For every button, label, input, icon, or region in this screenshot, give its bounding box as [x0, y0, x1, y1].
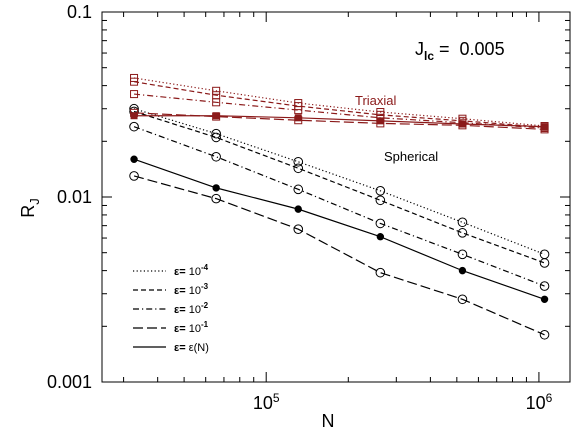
- data-point: [376, 117, 384, 125]
- data-point: [211, 193, 221, 204]
- series-triaxial-dashdot: [130, 90, 549, 133]
- data-point: [211, 151, 221, 162]
- x-axis-title: N: [322, 411, 335, 431]
- legend-entry: ε= 10-3: [133, 282, 209, 297]
- legend-label: ε= 10-2: [174, 301, 209, 316]
- series-spherical-dashdot: [129, 121, 550, 291]
- jlc-symbol: J: [415, 39, 424, 59]
- data-point: [129, 171, 139, 181]
- data-point: [457, 228, 468, 238]
- series-line: [133, 77, 545, 127]
- legend-label: ε= ε(N): [174, 342, 209, 354]
- legend-label: ε= 10-3: [174, 282, 209, 297]
- series-spherical-dotted: [129, 103, 550, 260]
- spherical-label: Spherical: [384, 149, 438, 164]
- legend-label: ε= 10-4: [174, 263, 209, 278]
- data-point: [130, 155, 138, 163]
- legend-label: ε= 10-1: [174, 320, 209, 335]
- data-point: [541, 123, 549, 131]
- tick-labels: 105 106 0.001 0.01 0.1: [47, 2, 553, 413]
- legend-entry: ε= 10-4: [133, 263, 209, 278]
- data-point: [212, 112, 220, 120]
- data-point: [294, 106, 303, 115]
- y-tick-label: 0.01: [57, 187, 92, 207]
- data-point: [293, 224, 304, 234]
- data-point: [375, 267, 386, 278]
- series-spherical-dashed: [129, 106, 550, 268]
- data-point: [130, 112, 138, 120]
- data-point: [293, 156, 304, 167]
- data-point: [457, 249, 468, 260]
- data-point: [130, 77, 139, 86]
- series-line: [133, 158, 545, 300]
- data-point: [539, 249, 550, 260]
- data-point: [375, 195, 386, 206]
- x-tick-label: 106: [526, 391, 553, 413]
- data-point: [539, 258, 550, 268]
- data-point: [293, 163, 304, 174]
- legend: ε= 10-4 ε= 10-3 ε= 10-2 ε= 10-1 ε= ε(N): [133, 263, 209, 354]
- series-line: [133, 110, 545, 264]
- jlc-annotation: Jlc = 0.005: [415, 39, 505, 63]
- data-point: [293, 184, 304, 195]
- plot-frame: [101, 11, 571, 383]
- y-tick-label: 0.001: [47, 372, 92, 392]
- data-point: [212, 86, 221, 95]
- data-point: [212, 184, 220, 192]
- y-axis-title: RJ: [18, 198, 42, 218]
- series-layer: [129, 73, 550, 340]
- data-point: [375, 186, 386, 196]
- data-point: [130, 90, 139, 99]
- legend-entry: ε= 10-2: [133, 301, 209, 316]
- x-tick-label: 105: [253, 391, 280, 413]
- legend-entry: ε= 10-1: [133, 320, 209, 335]
- series-line: [134, 112, 545, 130]
- data-point: [376, 233, 385, 241]
- series-line: [134, 115, 545, 128]
- data-point: [211, 128, 221, 139]
- triaxial-label: Triaxial: [355, 93, 397, 108]
- series-line: [133, 81, 545, 128]
- series-triaxial-dashed: [130, 77, 549, 132]
- axis-ticks: [102, 11, 570, 383]
- data-point: [539, 329, 550, 340]
- jlc-subscript: lc: [424, 49, 434, 63]
- y-axis-title-sub: J: [27, 198, 42, 205]
- data-point: [458, 266, 467, 275]
- data-point: [211, 132, 221, 143]
- data-point: [294, 114, 302, 122]
- data-point: [375, 218, 386, 229]
- series-spherical-longdash: [129, 171, 550, 340]
- series-triaxial-longdash: [130, 108, 549, 134]
- series-spherical-solid: [130, 155, 549, 303]
- data-point: [540, 295, 549, 303]
- series-triaxial-solid: [130, 112, 549, 131]
- jlc-value: = 0.005: [434, 39, 505, 59]
- data-point: [129, 121, 139, 132]
- series-line: [133, 126, 545, 287]
- data-point: [457, 217, 468, 228]
- legend-entry: ε= ε(N): [133, 342, 209, 354]
- y-tick-label: 0.1: [67, 2, 92, 22]
- data-point: [294, 205, 302, 213]
- series-line: [133, 175, 545, 336]
- data-point: [457, 294, 468, 305]
- series-line: [133, 93, 545, 129]
- y-axis-title-main: R: [18, 205, 38, 218]
- data-point: [539, 281, 550, 291]
- data-point: [212, 98, 221, 107]
- data-point: [458, 120, 466, 128]
- series-line: [133, 108, 545, 255]
